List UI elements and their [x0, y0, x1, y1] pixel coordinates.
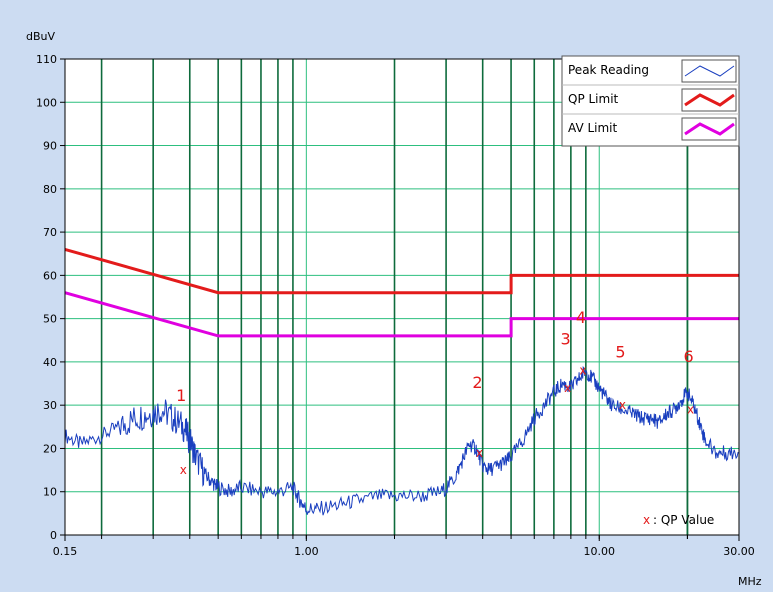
- series-av-limit: [64, 291, 739, 338]
- qp-markers: x 1 x 2 x 3 x 4 x 5 x 6: [176, 308, 694, 477]
- qp-marker: x: [476, 446, 483, 460]
- legend: Peak Reading QP Limit AV Limit: [561, 55, 740, 147]
- legend-label: Peak Reading: [568, 63, 649, 77]
- qp-value-annotation: x : QP Value: [643, 513, 714, 527]
- x-axis-label: MHz: [738, 575, 762, 588]
- x-tick-label: 30.00: [723, 545, 755, 558]
- legend-label: QP Limit: [568, 92, 619, 106]
- x-tick-label: 10.00: [583, 545, 615, 558]
- y-tick-label: 20: [43, 442, 57, 455]
- x-tick-label: 0.15: [53, 545, 78, 558]
- qp-marker-label: 2: [472, 373, 482, 392]
- legend-label: AV Limit: [568, 121, 618, 135]
- y-tick-label: 30: [43, 399, 57, 412]
- series-peak-reading: [64, 365, 740, 516]
- y-tick-label: 70: [43, 226, 57, 239]
- qp-marker-label: 5: [615, 343, 625, 362]
- grid: [65, 59, 739, 535]
- qp-marker: x: [619, 398, 626, 412]
- qp-marker-label: 6: [683, 347, 693, 366]
- y-axis-label: dBuV: [26, 30, 56, 43]
- legend-swatch: [684, 93, 735, 107]
- y-tick-label: 40: [43, 356, 57, 369]
- y-tick-label: 10: [43, 486, 57, 499]
- qp-marker: x: [180, 463, 187, 477]
- plot-frame: [64, 58, 740, 536]
- qp-marker: x: [579, 364, 586, 378]
- y-tick-label: 50: [43, 313, 57, 326]
- qp-value-mark: x: [643, 513, 650, 527]
- series-qp-limit: [64, 247, 739, 295]
- legend-swatch: [684, 65, 735, 77]
- x-tick-label: 1.00: [294, 545, 319, 558]
- y-tick-label: 0: [50, 529, 57, 542]
- qp-value-label: : QP Value: [653, 513, 714, 527]
- series-layer: [64, 247, 740, 516]
- qp-marker-label: 4: [576, 308, 586, 327]
- y-tick-label: 110: [36, 53, 57, 66]
- qp-marker: x: [564, 381, 571, 395]
- legend-swatch: [684, 122, 735, 136]
- qp-marker-label: 1: [176, 386, 186, 405]
- y-tick-label: 90: [43, 140, 57, 153]
- qp-marker: x: [687, 403, 694, 417]
- y-tick-label: 80: [43, 183, 57, 196]
- axes: 0 10 20 30 40 50 60 70 80 90 100 110 0.15 1.00 10.00 30…: [36, 53, 755, 558]
- y-tick-label: 60: [43, 269, 57, 282]
- y-tick-label: 100: [36, 96, 57, 109]
- qp-marker-label: 3: [561, 330, 571, 349]
